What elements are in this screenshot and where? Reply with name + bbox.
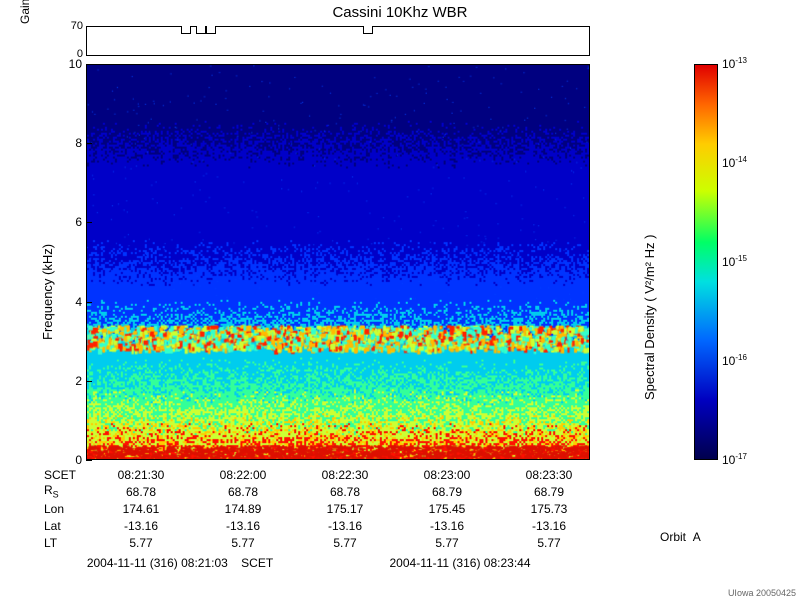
x-row-cell: 68.78 xyxy=(192,485,294,499)
colorbar-label: Spectral Density ( V²/m² Hz ) xyxy=(642,235,657,400)
gain-notch xyxy=(181,26,191,34)
x-row-cell: 174.89 xyxy=(192,502,294,516)
freq-tick-mark xyxy=(86,222,92,223)
x-row-cell: -13.16 xyxy=(90,519,192,533)
x-axis-table: SCET08:21:3008:22:0008:22:3008:23:0008:2… xyxy=(40,466,600,551)
x-row-cell: 5.77 xyxy=(90,536,192,550)
x-row-header: LT xyxy=(40,536,90,550)
colorbar-tick: 10-14 xyxy=(722,155,747,170)
colorbar-tick: 10-15 xyxy=(722,254,747,269)
freq-tick-mark xyxy=(86,460,92,461)
x-row-cell: -13.16 xyxy=(498,519,600,533)
freq-tick: 10 xyxy=(58,57,82,71)
x-row-cell: 5.77 xyxy=(498,536,600,550)
x-row-header: SCET xyxy=(40,468,90,482)
spectrogram-canvas xyxy=(87,65,589,459)
freq-tick-mark xyxy=(86,381,92,382)
freq-tick: 2 xyxy=(58,374,82,388)
x-row-cell: 08:23:00 xyxy=(396,468,498,482)
freq-tick: 0 xyxy=(58,453,82,467)
freq-tick-mark xyxy=(86,302,92,303)
gain-notch xyxy=(363,26,373,34)
colorbar-tick: 10-17 xyxy=(722,452,747,467)
x-row-cell: 08:22:00 xyxy=(192,468,294,482)
x-row-cell: 08:23:30 xyxy=(498,468,600,482)
x-row-cell: 68.78 xyxy=(90,485,192,499)
footer-stamp: UIowa 20050425 xyxy=(728,588,796,598)
x-row-cell: 68.78 xyxy=(294,485,396,499)
x-row-cell: -13.16 xyxy=(294,519,396,533)
x-row-cell: -13.16 xyxy=(396,519,498,533)
timerange-start: 2004-11-11 (316) 08:21:03 xyxy=(87,556,228,570)
x-row-cell: 08:21:30 xyxy=(90,468,192,482)
x-table-row: Lon174.61174.89175.17175.45175.73 xyxy=(40,500,600,517)
freq-tick-mark xyxy=(86,143,92,144)
x-row-cell: 175.73 xyxy=(498,502,600,516)
timerange-mid-label: SCET xyxy=(241,556,273,570)
time-range-footer: 2004-11-11 (316) 08:21:03 SCET 2004-11-1… xyxy=(40,556,600,570)
x-row-cell: 5.77 xyxy=(294,536,396,550)
x-row-cell: 68.79 xyxy=(498,485,600,499)
gain-axis-label: Gain (dB) xyxy=(18,0,32,24)
freq-axis-label: Frequency (kHz) xyxy=(40,244,55,340)
x-row-header: Lat xyxy=(40,519,90,533)
x-row-header: RS xyxy=(40,483,90,499)
gain-panel: 070 xyxy=(86,26,590,56)
x-row-cell: 174.61 xyxy=(90,502,192,516)
colorbar-tick: 10-13 xyxy=(722,56,747,71)
freq-tick: 4 xyxy=(58,295,82,309)
orbit-value: A xyxy=(693,530,701,544)
colorbar xyxy=(694,64,718,460)
x-row-cell: -13.16 xyxy=(192,519,294,533)
x-table-row: SCET08:21:3008:22:0008:22:3008:23:0008:2… xyxy=(40,466,600,483)
gain-notch xyxy=(206,26,216,34)
freq-tick: 8 xyxy=(58,136,82,150)
x-row-cell: 175.45 xyxy=(396,502,498,516)
x-row-cell: 175.17 xyxy=(294,502,396,516)
orbit-label: Orbit A xyxy=(660,530,701,544)
freq-tick-mark xyxy=(86,64,92,65)
freq-tick: 6 xyxy=(58,215,82,229)
x-row-cell: 68.79 xyxy=(396,485,498,499)
x-row-cell: 5.77 xyxy=(396,536,498,550)
x-table-row: LT5.775.775.775.775.77 xyxy=(40,534,600,551)
orbit-label-text: Orbit xyxy=(660,530,686,544)
gain-tick: 70 xyxy=(59,20,87,32)
x-table-row: Lat-13.16-13.16-13.16-13.16-13.16 xyxy=(40,517,600,534)
x-table-row: RS68.7868.7868.7868.7968.79 xyxy=(40,483,600,500)
gain-notch xyxy=(196,26,206,34)
x-row-header: Lon xyxy=(40,502,90,516)
colorbar-tick: 10-16 xyxy=(722,353,747,368)
spectrogram xyxy=(86,64,590,460)
x-row-cell: 08:22:30 xyxy=(294,468,396,482)
x-row-cell: 5.77 xyxy=(192,536,294,550)
page-title: Cassini 10Khz WBR xyxy=(0,4,800,21)
timerange-end: 2004-11-11 (316) 08:23:44 xyxy=(320,556,600,570)
